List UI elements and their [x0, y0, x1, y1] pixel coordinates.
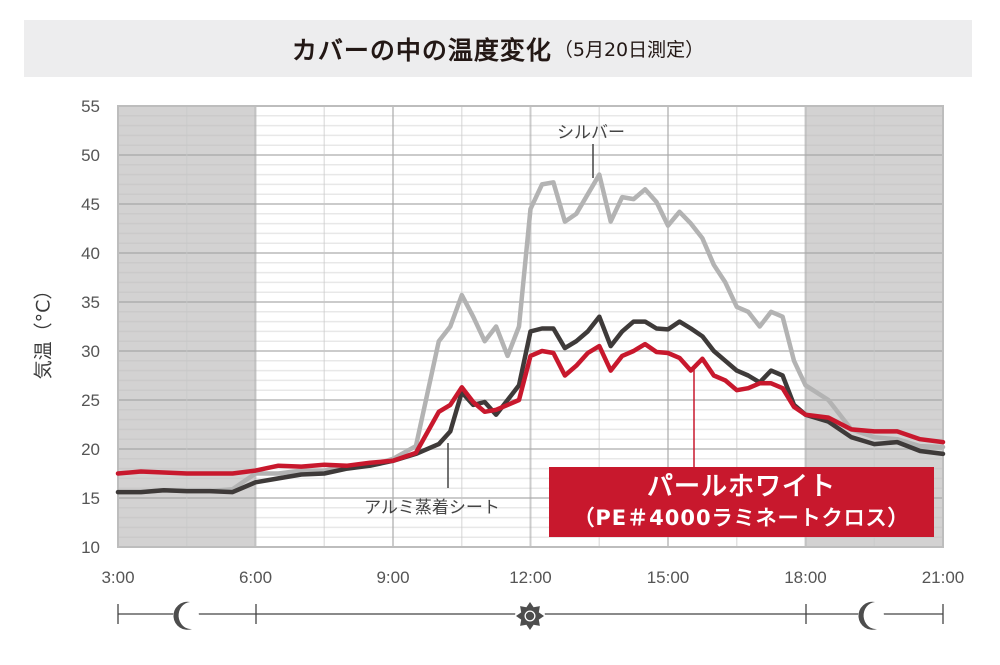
y-tick-label: 20: [81, 440, 100, 459]
y-tick-label: 15: [81, 489, 100, 508]
y-tick-label: 40: [81, 244, 100, 263]
sun-icon: [515, 601, 545, 631]
chart-subtitle: （5月20日測定）: [553, 39, 705, 61]
pearl-white-sublabel: （PE＃4000ラミネートクロス）: [573, 506, 910, 530]
series-aluminum: [115, 314, 946, 495]
aluminum-annotation: アルミ蒸着シート: [364, 498, 500, 518]
pearl-white-label: パールホワイト: [646, 472, 836, 502]
moon-icon: [173, 601, 199, 630]
chart-title-bar: カバーの中の温度変化 （5月20日測定）: [24, 20, 972, 77]
y-tick-label: 45: [81, 195, 100, 214]
silver-annotation: シルバー: [557, 123, 625, 143]
x-tick-label: 15:00: [647, 568, 690, 587]
x-tick-label: 9:00: [376, 568, 409, 587]
y-tick-label: 35: [81, 293, 100, 312]
y-tick-label: 10: [81, 538, 100, 557]
x-tick-label: 3:00: [101, 568, 134, 587]
y-tick-label: 55: [81, 97, 100, 116]
x-tick-label: 18:00: [784, 568, 827, 587]
data-series: [115, 172, 946, 495]
x-tick-label: 6:00: [239, 568, 272, 587]
y-tick-label: 30: [81, 342, 100, 361]
y-tick-label: 25: [81, 391, 100, 410]
moon-icon: [858, 601, 884, 630]
y-tick-label: 50: [81, 146, 100, 165]
chart-title: カバーの中の温度変化: [291, 35, 552, 65]
y-axis-ticks: 10 15 20 25 30 35 40 45 50 55: [81, 97, 100, 557]
pearl-white-legend: パールホワイト （PE＃4000ラミネートクロス）: [549, 467, 934, 537]
x-axis-ticks: 3:00 6:00 9:00 12:00 15:00 18:00 21:00: [101, 568, 964, 587]
series-pearl-white: [115, 341, 946, 476]
x-tick-label: 12:00: [509, 568, 552, 587]
x-tick-label: 21:00: [922, 568, 965, 587]
series-silver: [115, 172, 946, 495]
